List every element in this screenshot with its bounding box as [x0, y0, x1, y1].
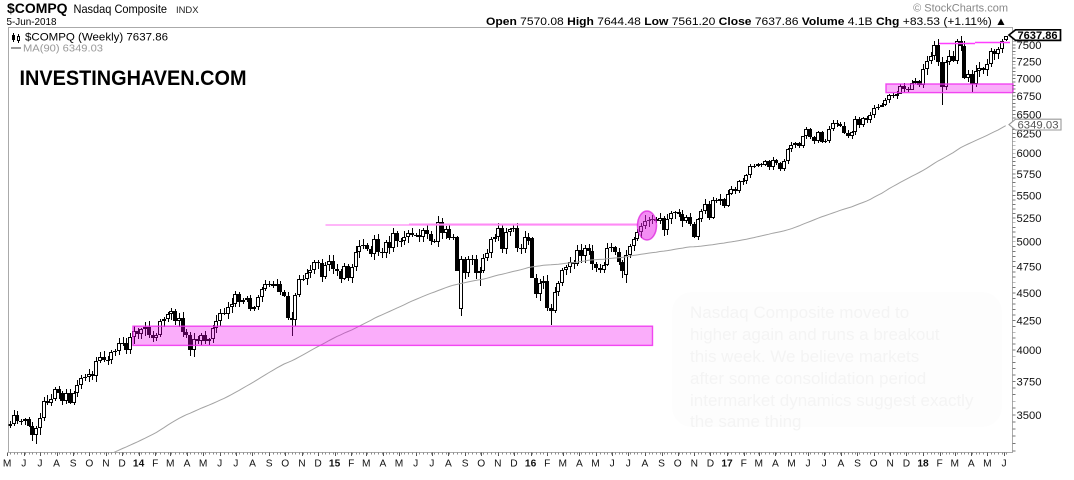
- svg-text:INDX: INDX: [176, 5, 199, 16]
- svg-text:6349.03: 6349.03: [1018, 120, 1059, 132]
- svg-text:O: O: [281, 459, 289, 470]
- svg-text:F: F: [348, 459, 354, 470]
- svg-text:A: A: [53, 459, 60, 470]
- svg-text:4250: 4250: [1017, 316, 1042, 328]
- svg-text:A: A: [642, 459, 649, 470]
- svg-text:D: D: [118, 459, 125, 470]
- svg-text:6500: 6500: [1017, 109, 1042, 121]
- svg-text:14: 14: [133, 459, 145, 470]
- svg-text:the same thing: the same thing: [690, 412, 802, 431]
- svg-text:M: M: [559, 459, 568, 470]
- svg-text:F: F: [544, 459, 550, 470]
- svg-text:A: A: [380, 459, 387, 470]
- svg-text:J: J: [233, 459, 238, 470]
- svg-text:Nasdaq Composite moved to: Nasdaq Composite moved to: [690, 303, 909, 322]
- svg-text:N: N: [494, 459, 501, 470]
- svg-text:5250: 5250: [1017, 213, 1042, 225]
- svg-text:M: M: [983, 459, 992, 470]
- svg-text:A: A: [445, 459, 452, 470]
- svg-text:© StockCharts.com: © StockCharts.com: [913, 3, 1008, 15]
- svg-text:J: J: [21, 459, 26, 470]
- svg-text:N: N: [887, 459, 894, 470]
- svg-text:O: O: [674, 459, 682, 470]
- svg-text:N: N: [102, 459, 109, 470]
- svg-text:M: M: [395, 459, 404, 470]
- svg-text:INVESTINGHAVEN.COM: INVESTINGHAVEN.COM: [20, 66, 247, 90]
- svg-text:J: J: [217, 459, 222, 470]
- svg-text:F: F: [741, 459, 747, 470]
- svg-text:O: O: [85, 459, 93, 470]
- svg-text:intermarket dynamics suggest e: intermarket dynamics suggest exactly: [690, 391, 974, 410]
- svg-text:4750: 4750: [1017, 262, 1042, 274]
- svg-text:O: O: [477, 459, 485, 470]
- svg-text:A: A: [968, 459, 975, 470]
- svg-text:D: D: [314, 459, 321, 470]
- svg-text:this week. We believe markets: this week. We believe markets: [690, 347, 919, 366]
- svg-text:J: J: [1002, 459, 1007, 470]
- svg-text:M: M: [362, 459, 371, 470]
- svg-text:$COMPQ: $COMPQ: [7, 1, 68, 16]
- svg-text:S: S: [658, 459, 665, 470]
- svg-text:S: S: [462, 459, 469, 470]
- svg-text:M: M: [166, 459, 175, 470]
- svg-text:M: M: [787, 459, 796, 470]
- svg-text:5000: 5000: [1017, 237, 1042, 249]
- svg-text:Nasdaq Composite: Nasdaq Composite: [74, 2, 168, 16]
- svg-text:5750: 5750: [1017, 169, 1042, 181]
- svg-text:A: A: [838, 459, 845, 470]
- svg-text:16: 16: [525, 459, 537, 470]
- svg-text:MA(90) 6349.03: MA(90) 6349.03: [23, 43, 103, 55]
- svg-text:4500: 4500: [1017, 288, 1042, 300]
- svg-text:3500: 3500: [1017, 410, 1042, 422]
- svg-text:S: S: [70, 459, 77, 470]
- svg-text:5500: 5500: [1017, 190, 1042, 202]
- svg-text:M: M: [3, 459, 12, 470]
- svg-text:D: D: [707, 459, 714, 470]
- svg-text:J: J: [806, 459, 811, 470]
- svg-text:higher again and runs a breako: higher again and runs a breakout: [690, 325, 940, 344]
- svg-text:J: J: [413, 459, 418, 470]
- svg-text:7637.86: 7637.86: [1018, 30, 1058, 42]
- svg-text:F: F: [152, 459, 158, 470]
- svg-text:J: J: [626, 459, 631, 470]
- svg-text:S: S: [266, 459, 273, 470]
- svg-text:J: J: [429, 459, 434, 470]
- svg-text:J: J: [822, 459, 827, 470]
- svg-text:5-Jun-2018: 5-Jun-2018: [7, 16, 57, 28]
- svg-text:7250: 7250: [1017, 56, 1042, 68]
- svg-text:N: N: [691, 459, 698, 470]
- svg-text:M: M: [199, 459, 208, 470]
- svg-text:A: A: [249, 459, 256, 470]
- svg-text:6000: 6000: [1017, 148, 1042, 160]
- svg-text:J: J: [610, 459, 615, 470]
- svg-text:M: M: [950, 459, 959, 470]
- svg-text:A: A: [772, 459, 779, 470]
- svg-text:4000: 4000: [1017, 345, 1042, 357]
- svg-text:Open 7570.08 High 7644.48 Low: Open 7570.08 High 7644.48 Low 7561.20 Cl…: [486, 16, 1007, 28]
- svg-text:O: O: [870, 459, 878, 470]
- svg-text:6250: 6250: [1017, 128, 1042, 140]
- svg-text:3750: 3750: [1017, 376, 1042, 388]
- svg-text:A: A: [576, 459, 583, 470]
- svg-text:D: D: [903, 459, 910, 470]
- svg-text:15: 15: [329, 459, 341, 470]
- svg-text:after some consolidation perio: after some consolidation period: [690, 369, 926, 388]
- svg-text:18: 18: [917, 459, 929, 470]
- svg-text:A: A: [184, 459, 191, 470]
- svg-text:7500: 7500: [1017, 40, 1042, 52]
- svg-text:M: M: [591, 459, 600, 470]
- svg-text:F: F: [936, 459, 942, 470]
- svg-text:$COMPQ (Weekly) 7637.86: $COMPQ (Weekly) 7637.86: [25, 32, 168, 44]
- svg-text:17: 17: [721, 459, 733, 470]
- svg-text:S: S: [854, 459, 861, 470]
- svg-text:7000: 7000: [1017, 73, 1042, 85]
- svg-text:J: J: [37, 459, 42, 470]
- svg-text:N: N: [298, 459, 305, 470]
- svg-text:D: D: [510, 459, 517, 470]
- svg-text:M: M: [754, 459, 763, 470]
- svg-text:6750: 6750: [1017, 91, 1042, 103]
